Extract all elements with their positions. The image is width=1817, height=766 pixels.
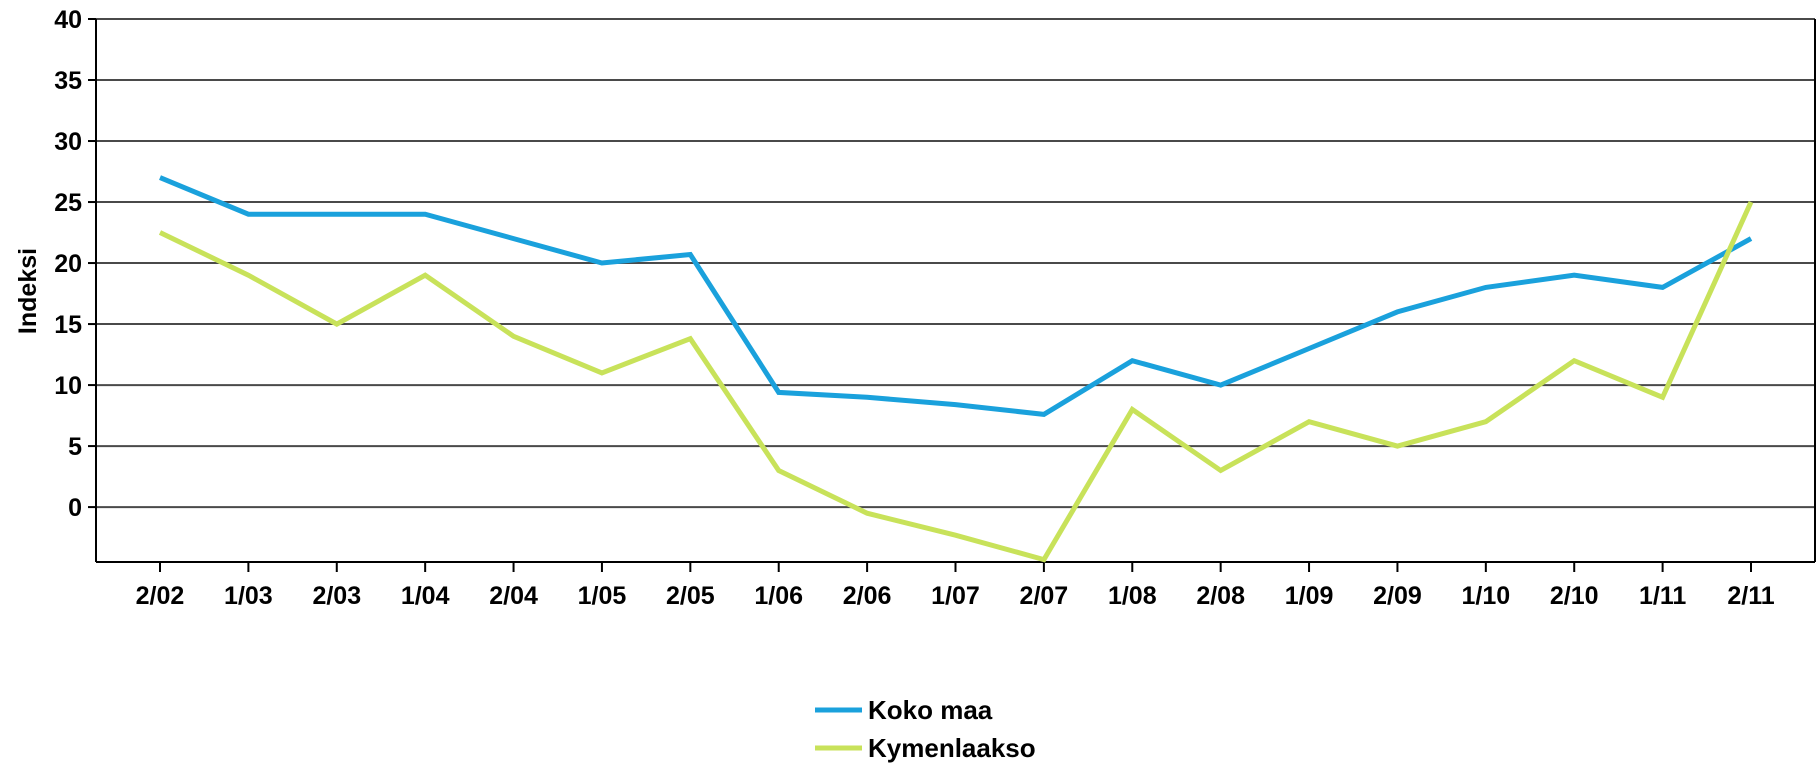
x-axis: 2/02 1/03 2/03 1/04 2/04 1/05 2/05 1/06 2/06 1/07… bbox=[136, 562, 1775, 610]
x-tick-label: 2/06 bbox=[843, 582, 892, 610]
x-tick-label: 1/07 bbox=[931, 582, 980, 610]
x-tick-label: 2/09 bbox=[1373, 582, 1422, 610]
x-tick-label: 1/08 bbox=[1108, 582, 1157, 610]
gridlines bbox=[96, 18, 1815, 509]
y-tick-label: 25 bbox=[54, 189, 82, 217]
x-tick-label: 1/03 bbox=[224, 582, 273, 610]
x-tick-label: 1/09 bbox=[1285, 582, 1334, 610]
y-tick-label: 35 bbox=[54, 67, 82, 95]
x-tick-label: 2/08 bbox=[1196, 582, 1245, 610]
series-line-1 bbox=[158, 200, 1754, 563]
plot-frame bbox=[95, 19, 1816, 563]
series-lines bbox=[158, 175, 1754, 563]
x-tick-label: 2/02 bbox=[136, 582, 185, 610]
y-tick-label: 20 bbox=[54, 250, 82, 278]
x-tick-label: 1/04 bbox=[401, 582, 450, 610]
x-tick-label: 1/06 bbox=[754, 582, 803, 610]
x-tick-label: 2/05 bbox=[666, 582, 715, 610]
legend-label-0: Koko maa bbox=[868, 695, 993, 725]
x-tick-label: 2/07 bbox=[1020, 582, 1069, 610]
y-tick-label: 5 bbox=[68, 433, 82, 461]
x-tick-label: 2/03 bbox=[312, 582, 361, 610]
y-tick-label: 15 bbox=[54, 311, 82, 339]
x-tick-label: 2/10 bbox=[1550, 582, 1599, 610]
y-axis: 0 5 10 15 20 25 30 35 40 bbox=[54, 6, 96, 522]
x-tick-label: 1/11 bbox=[1639, 582, 1686, 610]
y-tick-label: 10 bbox=[54, 372, 82, 400]
x-tick-label: 1/05 bbox=[578, 582, 627, 610]
y-tick-label: 0 bbox=[68, 494, 82, 522]
y-axis-title: Indeksi bbox=[14, 248, 42, 334]
x-tick-label: 2/11 bbox=[1727, 582, 1774, 610]
y-tick-label: 40 bbox=[54, 6, 82, 34]
x-tick-label: 1/10 bbox=[1461, 582, 1510, 610]
x-tick-label: 2/04 bbox=[489, 582, 538, 610]
y-tick-label: 30 bbox=[54, 128, 82, 156]
legend: Koko maa Kymenlaakso bbox=[815, 695, 1036, 763]
series-line-0 bbox=[159, 175, 1753, 417]
legend-label-1: Kymenlaakso bbox=[868, 733, 1036, 763]
